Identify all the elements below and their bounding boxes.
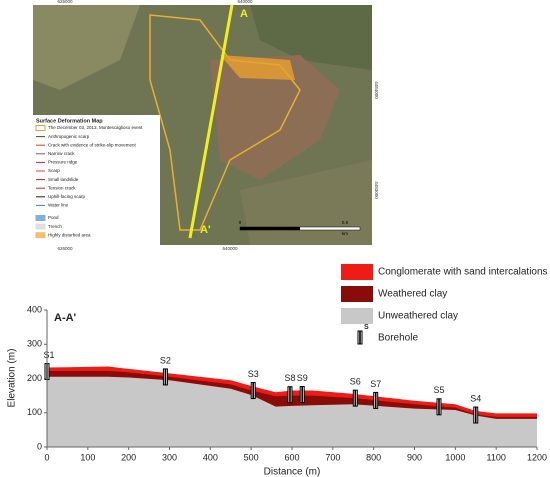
borehole-label: S7 <box>370 379 381 389</box>
coord: 626000 <box>57 246 73 251</box>
map-legend-label: Pond <box>48 215 59 220</box>
x-tick-label: 1200 <box>527 452 547 462</box>
map-legend-items: The December 03, 2013, Montescaglioso ev… <box>35 125 143 239</box>
borehole-core <box>474 407 477 424</box>
map-legend-label: Water line <box>48 203 69 208</box>
x-tick-label: 600 <box>284 452 299 462</box>
x-tick-label: 100 <box>80 452 95 462</box>
map-legend-label: The December 03, 2013, Montescaglioso ev… <box>48 125 143 130</box>
event-outline <box>149 14 301 231</box>
legend-swatch <box>341 286 373 302</box>
map: A A' 626000 640000 626000 640000 4484000… <box>33 0 379 251</box>
legend-label: Weathered clay <box>378 289 447 300</box>
y-tick-label: 100 <box>27 407 42 417</box>
map-legend-label: Narrow crack <box>48 151 75 156</box>
coord: 640000 <box>237 0 253 4</box>
y-tick-label: 300 <box>27 339 42 349</box>
terrain <box>250 5 372 70</box>
scale-label: km <box>342 231 348 236</box>
x-tick-label: 500 <box>244 452 259 462</box>
y-tick-label: 200 <box>27 373 42 383</box>
map-legend-swatch <box>35 223 46 230</box>
map-legend-label: Trench <box>48 224 62 229</box>
scale-bar <box>240 227 300 230</box>
scale-label: 0 <box>239 220 242 225</box>
map-legend-label: Scarp <box>48 168 60 173</box>
map-legend-label: Pressure ridge <box>48 160 78 165</box>
borehole-core <box>301 386 304 403</box>
section-label: A' <box>200 224 211 236</box>
y-tick-label: 400 <box>27 304 42 314</box>
x-tick-label: 400 <box>203 452 218 462</box>
y-axis-label: Elevation (m) <box>7 349 18 408</box>
borehole-label: S6 <box>350 377 361 387</box>
legend-swatch <box>341 264 373 280</box>
layer <box>47 376 537 447</box>
borehole-core <box>252 382 255 399</box>
x-tick-label: 1000 <box>445 452 465 462</box>
borehole-label: S4 <box>470 393 481 403</box>
map-legend-label: Tension crack <box>48 185 76 190</box>
borehole-label: S3 <box>248 369 259 379</box>
borehole-core <box>354 390 357 407</box>
borehole-label: S5 <box>433 385 444 395</box>
legend-label: Conglomerate with sand intercalations <box>378 267 548 278</box>
x-tick-label: 300 <box>162 452 177 462</box>
legend-swatch <box>341 308 373 324</box>
coord: 4483000 <box>374 181 379 199</box>
map-legend-label: Highly disturbed area <box>48 232 91 237</box>
borehole-label: S2 <box>160 355 171 365</box>
scale-label: 0.5 <box>342 220 349 225</box>
x-tick-label: 1100 <box>486 452 505 462</box>
terrain <box>240 160 372 245</box>
legend-borehole-symbol: S <box>364 324 369 331</box>
map-legend-swatch <box>35 232 46 239</box>
map-legend-label: Anthropogenic scarp <box>48 134 90 139</box>
borehole-core <box>164 368 167 385</box>
x-tick-label: 700 <box>325 452 340 462</box>
x-tick-label: 800 <box>366 452 381 462</box>
map-legend-label: Small landslide <box>48 177 79 182</box>
legend-label: Borehole <box>378 333 418 344</box>
coord: 626000 <box>57 0 73 4</box>
map-legend-swatch <box>35 215 46 221</box>
x-tick-label: 0 <box>44 452 49 462</box>
y-tick-label: 0 <box>37 441 42 451</box>
terrain <box>33 5 140 90</box>
map-legend-label: Crack with evidence of strike-slip movem… <box>48 142 137 147</box>
terrain <box>210 55 340 180</box>
coord: 640000 <box>222 246 238 251</box>
section-label: A <box>240 8 248 20</box>
map-legend-label: Uphill-facing scarp <box>48 194 86 199</box>
borehole-core <box>289 386 291 403</box>
x-axis-label: Distance (m) <box>264 467 321 477</box>
x-tick-label: 900 <box>407 452 422 462</box>
borehole-label: S9 <box>297 373 308 383</box>
section-line <box>188 4 234 239</box>
borehole-label: S8 <box>284 373 295 383</box>
map-legend-title: Surface Deformation Map <box>36 118 103 124</box>
x-tick-label: 200 <box>121 452 136 462</box>
chart-title: A-A' <box>54 312 77 324</box>
disturbed-area <box>220 55 295 80</box>
borehole-label: S1 <box>43 350 54 360</box>
legend-label: Unweathered clay <box>378 311 458 322</box>
legend-borehole-core <box>359 331 361 344</box>
coord: 4484000 <box>374 81 379 99</box>
borehole-core <box>438 398 440 415</box>
map-legend-swatch <box>35 125 46 131</box>
borehole-core <box>374 392 377 409</box>
map-legend <box>33 115 160 245</box>
